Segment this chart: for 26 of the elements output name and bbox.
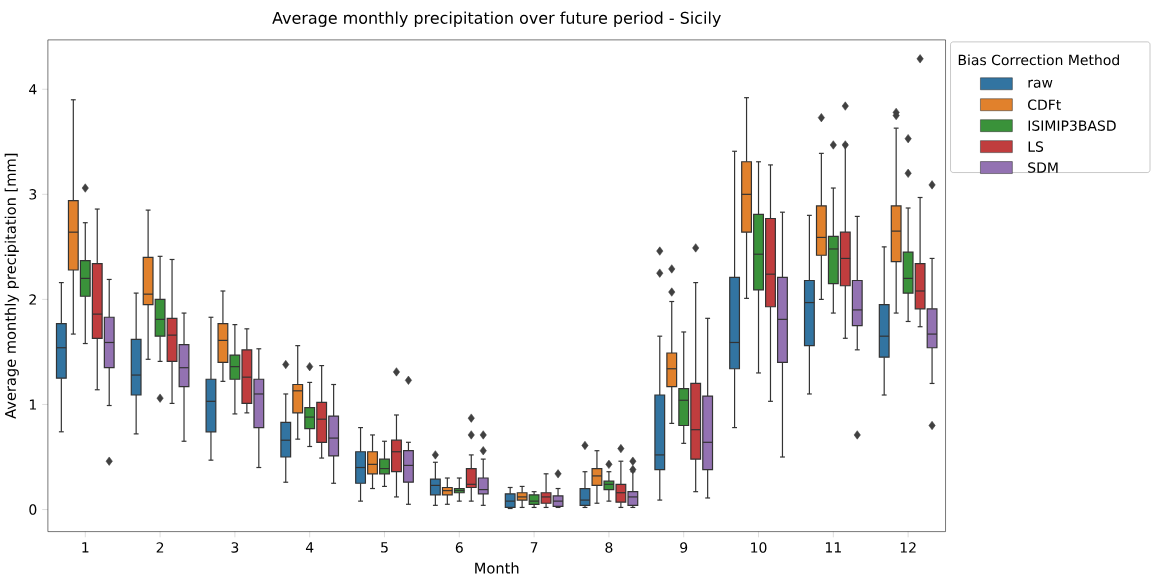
- x-tick-label: 7: [530, 541, 538, 553]
- x-tick-label: 12: [900, 541, 916, 553]
- x-tick-label: 11: [825, 541, 841, 553]
- legend-label: raw: [1028, 79, 1053, 88]
- legend-label: CDFt: [1028, 99, 1061, 110]
- y-tick-label: 0: [29, 504, 37, 515]
- x-tick-label: 9: [680, 541, 688, 553]
- y-axis-title: Average monthly precipitation [mm]: [4, 153, 19, 419]
- x-tick-label: 4: [305, 541, 314, 553]
- x-axis-title: Month: [475, 562, 519, 574]
- x-tick-label: 3: [231, 541, 239, 553]
- legend-label: ISIMIP3BASD: [1028, 120, 1116, 131]
- legend-label: LS: [1028, 141, 1044, 152]
- legend-title: Bias Correction Method: [958, 54, 1119, 65]
- x-tick-label: 10: [751, 541, 767, 553]
- legend-label: SDM: [1028, 162, 1058, 173]
- x-tick-label: 1: [82, 541, 89, 553]
- x-tick-label: 5: [381, 541, 388, 553]
- y-tick-label: 1: [29, 399, 36, 410]
- x-tick-label: 2: [156, 541, 164, 553]
- x-tick-label: 8: [605, 541, 613, 553]
- y-tick-label: 3: [29, 188, 37, 200]
- chart-title: Average monthly precipitation over future period - Sicily: [272, 11, 721, 27]
- y-tick-label: 2: [29, 293, 36, 305]
- y-tick-label: 4: [29, 83, 37, 95]
- x-tick-label: 6: [455, 541, 463, 553]
